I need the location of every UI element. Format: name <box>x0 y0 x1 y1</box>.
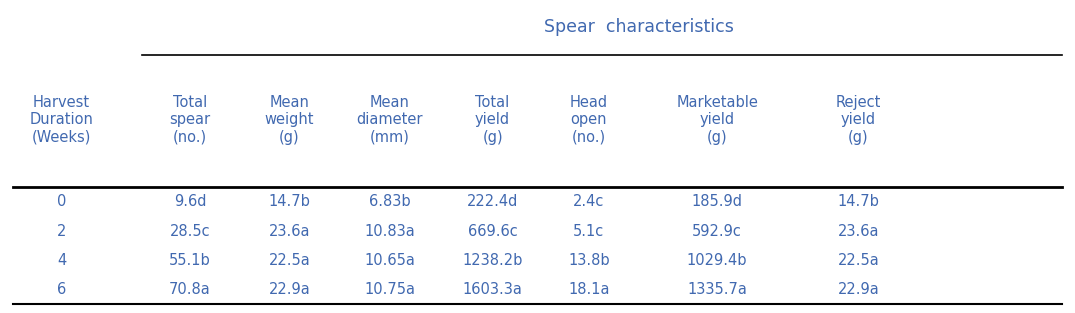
Text: 22.9a: 22.9a <box>269 282 311 297</box>
Text: 22.5a: 22.5a <box>269 253 311 268</box>
Text: 28.5c: 28.5c <box>170 223 211 239</box>
Text: 22.5a: 22.5a <box>837 253 879 268</box>
Text: 9.6d: 9.6d <box>174 194 206 209</box>
Text: 592.9c: 592.9c <box>692 223 742 239</box>
Text: 1029.4b: 1029.4b <box>687 253 747 268</box>
Text: 222.4d: 222.4d <box>467 194 518 209</box>
Text: 0: 0 <box>57 194 67 209</box>
Text: 10.75a: 10.75a <box>364 282 415 297</box>
Text: Total
yield
(g): Total yield (g) <box>475 95 511 145</box>
Text: Reject
yield
(g): Reject yield (g) <box>835 95 881 145</box>
Text: 1238.2b: 1238.2b <box>462 253 522 268</box>
Text: Total
spear
(no.): Total spear (no.) <box>170 95 211 145</box>
Text: 185.9d: 185.9d <box>691 194 743 209</box>
Text: 55.1b: 55.1b <box>169 253 211 268</box>
Text: 14.7b: 14.7b <box>269 194 311 209</box>
Text: 1335.7a: 1335.7a <box>687 282 747 297</box>
Text: 10.65a: 10.65a <box>364 253 415 268</box>
Text: Head
open
(no.): Head open (no.) <box>570 95 607 145</box>
Text: Mean
weight
(g): Mean weight (g) <box>264 95 314 145</box>
Text: 6: 6 <box>57 282 67 297</box>
Text: 669.6c: 669.6c <box>468 223 517 239</box>
Text: Marketable
yield
(g): Marketable yield (g) <box>676 95 758 145</box>
Text: 4: 4 <box>57 253 67 268</box>
Text: 10.83a: 10.83a <box>364 223 415 239</box>
Text: 13.8b: 13.8b <box>568 253 610 268</box>
Text: 14.7b: 14.7b <box>837 194 879 209</box>
Text: 1603.3a: 1603.3a <box>462 282 522 297</box>
Text: 5.1c: 5.1c <box>573 223 604 239</box>
Text: 22.9a: 22.9a <box>837 282 879 297</box>
Text: Spear  characteristics: Spear characteristics <box>544 18 734 36</box>
Text: 23.6a: 23.6a <box>269 223 311 239</box>
Text: Mean
diameter
(mm): Mean diameter (mm) <box>357 95 424 145</box>
Text: 2: 2 <box>57 223 67 239</box>
Text: 6.83b: 6.83b <box>369 194 411 209</box>
Text: 23.6a: 23.6a <box>837 223 879 239</box>
Text: Harvest
Duration
(Weeks): Harvest Duration (Weeks) <box>30 95 94 145</box>
Text: 2.4c: 2.4c <box>573 194 604 209</box>
Text: 18.1a: 18.1a <box>568 282 610 297</box>
Text: 70.8a: 70.8a <box>169 282 211 297</box>
